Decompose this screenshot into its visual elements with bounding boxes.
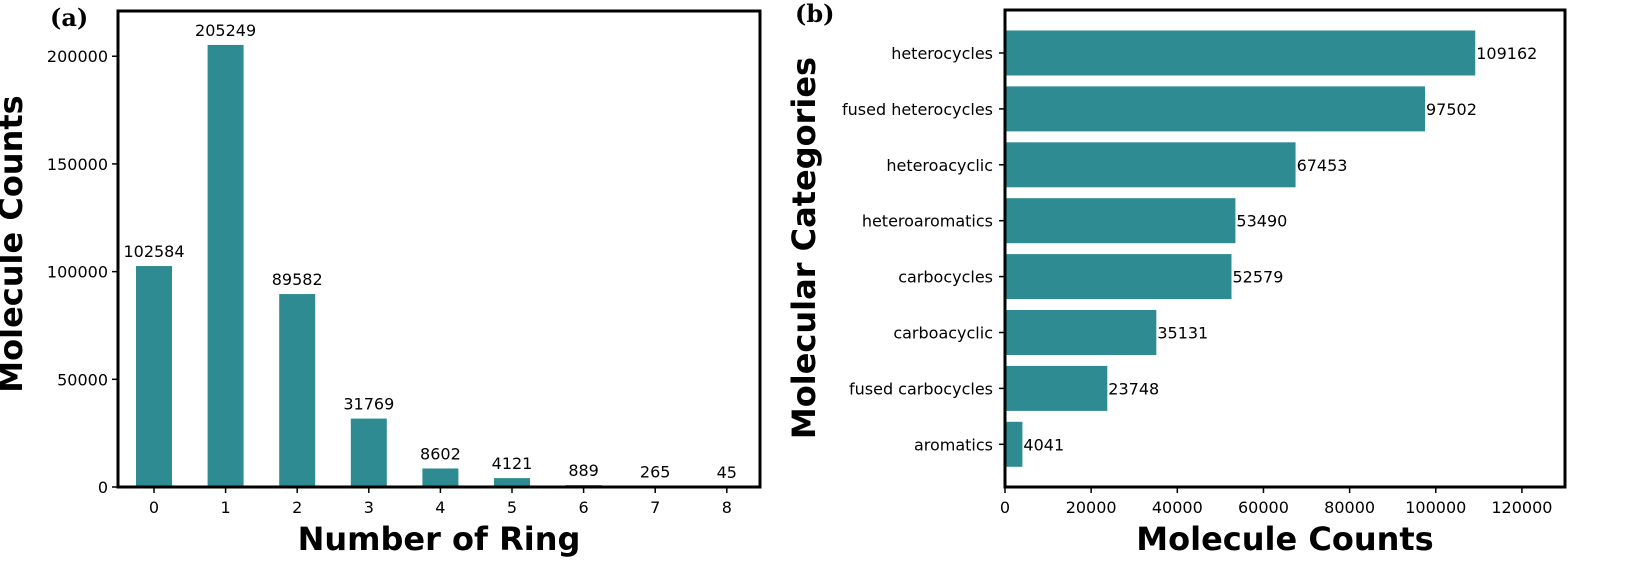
panel-b-frame [1003,8,1567,489]
x-tick-label: 5 [507,498,517,517]
x-tick-label: 2 [292,498,302,517]
data-label-aromatics: 4041 [1023,435,1064,454]
x-tick-label: 4 [435,498,445,517]
panel-b-chart: 109162 heterocycles 97502 fused heterocycle… [842,30,1552,517]
x-tick-label: 0 [149,498,159,517]
y-tick-label: heteroaromatics [862,212,993,231]
x-tick-label: 100000 [1405,498,1466,517]
x-tick-label: 60000 [1238,498,1289,517]
bar-carboacyclic [1005,310,1157,355]
data-label-carboacyclic: 35131 [1157,324,1208,343]
data-label-ring-8: 45 [717,463,737,482]
data-label-ring-0: 102584 [123,242,184,261]
data-label-heterocycles: 109162 [1476,44,1537,63]
bar-heterocycles [1005,30,1476,76]
x-tick-label: 8 [722,498,732,517]
bar-ring-5 [494,478,530,487]
y-tick-label: carbocycles [898,268,993,287]
bar-ring-2 [279,294,316,487]
data-label-fused-heterocycles: 97502 [1426,100,1477,119]
bar-aromatics [1005,421,1023,467]
data-label-ring-6: 889 [568,461,599,480]
bar-ring-1 [207,44,244,487]
panel-a-frame [116,9,762,489]
data-label-ring-7: 265 [640,462,671,481]
data-label-ring-5: 4121 [492,454,533,473]
bar-fused-heterocycles [1005,86,1426,132]
panel-b-label: (b) [795,0,835,28]
y-tick-label: 100000 [47,263,108,282]
x-tick-label: 80000 [1324,498,1375,517]
y-tick-label: carboacyclic [893,324,993,343]
panel-a-x-axis-title: Number of Ring [298,520,581,558]
y-tick-label: fused carbocycles [849,379,993,398]
data-label-fused-carbocycles: 23748 [1108,379,1159,398]
data-label-ring-4: 8602 [420,444,461,463]
y-tick-label: heteroacyclic [886,156,993,175]
y-tick-label: 0 [98,478,108,497]
y-tick-label: heterocycles [891,44,993,63]
x-tick-label: 120000 [1491,498,1552,517]
x-tick-label: 7 [650,498,660,517]
data-label-carbocycles: 52579 [1232,268,1283,287]
data-label-heteroacyclic: 67453 [1297,156,1348,175]
x-tick-label: 20000 [1066,498,1117,517]
panel-a-y-axis-title: Molecule Counts [0,95,30,392]
y-tick-label: 50000 [57,370,108,389]
x-tick-label: 1 [221,498,231,517]
panel-b-x-axis-title: Molecule Counts [1136,520,1433,558]
panel-a-label: (a) [50,3,88,32]
panel-a-chart: 102584 0 205249 1 89582 2 31769 3 8602 4 4121 5 889 6… [47,21,745,517]
data-label-ring-2: 89582 [272,270,323,289]
bar-fused-carbocycles [1005,365,1108,411]
panel-b-y-axis-title: Molecular Categories [785,57,823,439]
y-tick-label: 150000 [47,155,108,174]
bar-carbocycles [1005,254,1232,300]
data-label-ring-1: 205249 [195,21,256,40]
y-tick-label: fused heterocycles [842,100,993,119]
bar-heteroacyclic [1005,142,1296,188]
bar-heteroaromatics [1005,198,1236,244]
x-tick-label: 6 [579,498,589,517]
y-tick-label: aromatics [914,435,993,454]
bar-ring-3 [350,418,387,487]
x-tick-label: 0 [1000,498,1010,517]
bar-ring-0 [136,266,172,487]
x-tick-label: 3 [364,498,374,517]
x-tick-label: 40000 [1152,498,1203,517]
data-label-heteroaromatics: 53490 [1236,212,1287,231]
y-tick-label: 200000 [47,47,108,66]
bar-ring-4 [422,468,459,487]
data-label-ring-3: 31769 [343,395,394,414]
